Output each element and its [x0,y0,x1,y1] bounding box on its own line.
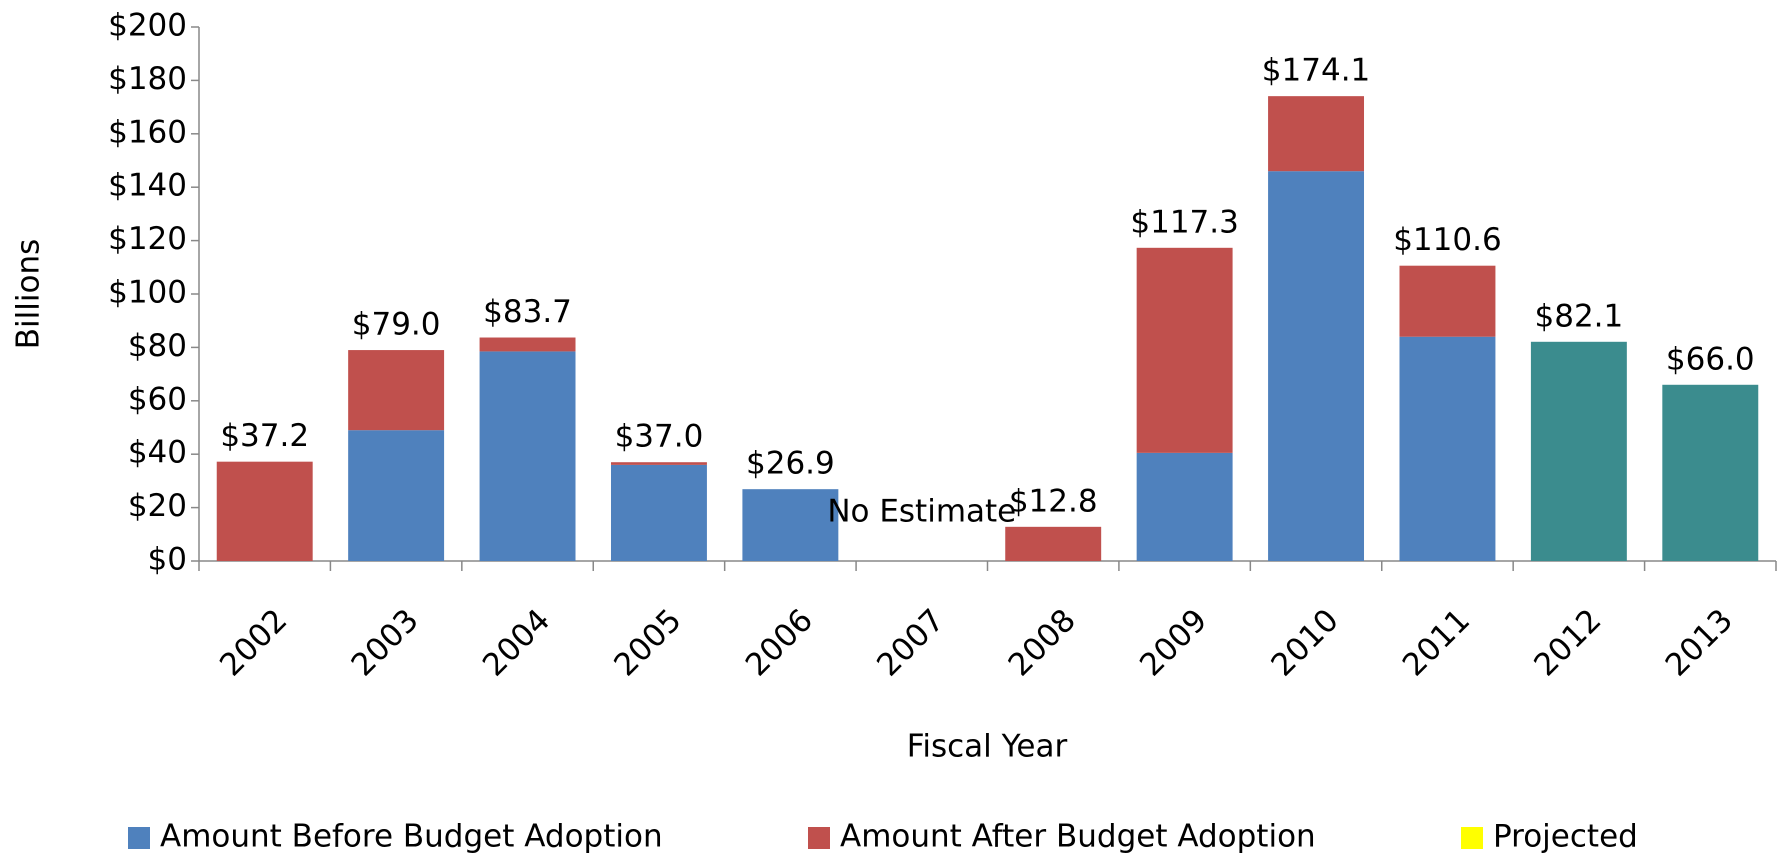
total-label: $12.8 [1009,483,1098,519]
bar-segment [610,462,707,465]
bar-segment [348,430,445,561]
total-label: $37.0 [615,419,704,455]
bar-segment [1136,247,1233,453]
y-tick-label: $120 [108,221,187,257]
legend-label: Amount Before Budget Adoption [160,819,663,855]
total-label: $110.6 [1393,222,1501,258]
total-label: $174.1 [1262,53,1370,89]
total-label: $117.3 [1130,204,1238,240]
x-tick-label: 2012 [1527,602,1608,683]
x-tick-label: 2007 [870,602,951,683]
bar-segment [742,489,839,561]
x-tick-label: 2009 [1133,602,1214,683]
bar-segment [216,461,313,561]
total-label: $83.7 [483,294,572,330]
x-tick-label: 2006 [739,602,820,683]
x-tick-label: 2008 [1002,602,1083,683]
legend-label: Projected [1493,819,1638,855]
total-label: No Estimate [827,494,1016,530]
bar-segment [1399,265,1496,337]
y-tick-label: $140 [108,168,187,204]
legend-swatch [128,827,150,849]
x-axis-title: Fiscal Year [907,729,1068,765]
y-tick-label: $80 [128,328,187,364]
total-label: $82.1 [1535,298,1624,334]
y-axis-title: Billions [11,239,47,349]
bar-segment [1268,96,1365,172]
x-tick-label: 2013 [1659,602,1740,683]
x-tick-label: 2010 [1264,602,1345,683]
y-tick-label: $0 [148,542,187,578]
bar-segment [1136,452,1233,561]
legend-label: Amount After Budget Adoption [840,819,1316,855]
x-tick-label: 2011 [1396,602,1477,683]
y-tick-label: $100 [108,275,187,311]
y-tick-label: $40 [128,435,187,471]
y-tick-label: $60 [128,381,187,417]
x-tick-label: 2003 [345,602,426,683]
total-label: $79.0 [352,307,441,343]
legend-swatch [1461,827,1483,849]
bar-segment [348,350,445,431]
total-label: $66.0 [1666,341,1755,377]
x-tick-label: 2002 [213,602,294,683]
bar-segment [1662,384,1759,561]
bar-segment [479,351,576,561]
y-tick-label: $180 [108,61,187,97]
x-tick-label: 2005 [607,602,688,683]
legend-swatch [808,827,830,849]
bar-segment [1530,341,1627,561]
bar-segment [1268,171,1365,561]
total-label: $26.9 [746,446,835,482]
bar-segment [479,337,576,352]
y-tick-label: $200 [108,8,187,44]
bar-segment [1005,526,1102,561]
y-tick-label: $20 [128,488,187,524]
total-label: $37.2 [220,418,309,454]
bar-segment [1399,336,1496,561]
bar-segment [610,464,707,561]
x-tick-label: 2004 [476,602,557,683]
y-tick-label: $160 [108,114,187,150]
